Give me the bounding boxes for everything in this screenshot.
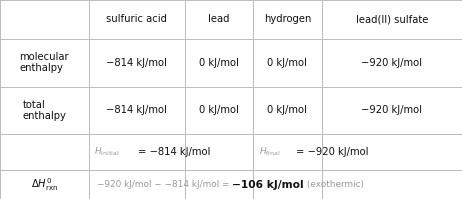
Text: = −814 kJ/mol: = −814 kJ/mol xyxy=(138,147,211,157)
Text: 0 kJ/mol: 0 kJ/mol xyxy=(267,58,307,68)
Text: molecular
enthalpy: molecular enthalpy xyxy=(19,52,69,73)
Text: 0 kJ/mol: 0 kJ/mol xyxy=(199,105,239,115)
Text: hydrogen: hydrogen xyxy=(264,14,311,24)
Text: lead: lead xyxy=(208,14,230,24)
Text: $\mathit{H}_{\mathrm{final}}$: $\mathit{H}_{\mathrm{final}}$ xyxy=(259,146,280,158)
Text: = −920 kJ/mol: = −920 kJ/mol xyxy=(296,147,368,157)
Text: −920 kJ/mol: −920 kJ/mol xyxy=(361,105,422,115)
Text: sulfuric acid: sulfuric acid xyxy=(106,14,167,24)
Text: (exothermic): (exothermic) xyxy=(304,180,364,189)
Text: 0 kJ/mol: 0 kJ/mol xyxy=(267,105,307,115)
Text: −814 kJ/mol: −814 kJ/mol xyxy=(106,105,167,115)
Text: total
enthalpy: total enthalpy xyxy=(23,100,66,121)
Text: −920 kJ/mol: −920 kJ/mol xyxy=(361,58,422,68)
Text: −920 kJ/mol − −814 kJ/mol =: −920 kJ/mol − −814 kJ/mol = xyxy=(97,180,232,189)
Text: $\Delta \mathit{H}^{0}_{\mathrm{rxn}}$: $\Delta \mathit{H}^{0}_{\mathrm{rxn}}$ xyxy=(31,176,58,193)
Text: lead(II) sulfate: lead(II) sulfate xyxy=(356,14,428,24)
Text: −814 kJ/mol: −814 kJ/mol xyxy=(106,58,167,68)
Text: 0 kJ/mol: 0 kJ/mol xyxy=(199,58,239,68)
Text: −106 kJ/mol: −106 kJ/mol xyxy=(232,179,304,190)
Text: $\mathit{H}_{\mathrm{initial}}$: $\mathit{H}_{\mathrm{initial}}$ xyxy=(94,146,120,158)
